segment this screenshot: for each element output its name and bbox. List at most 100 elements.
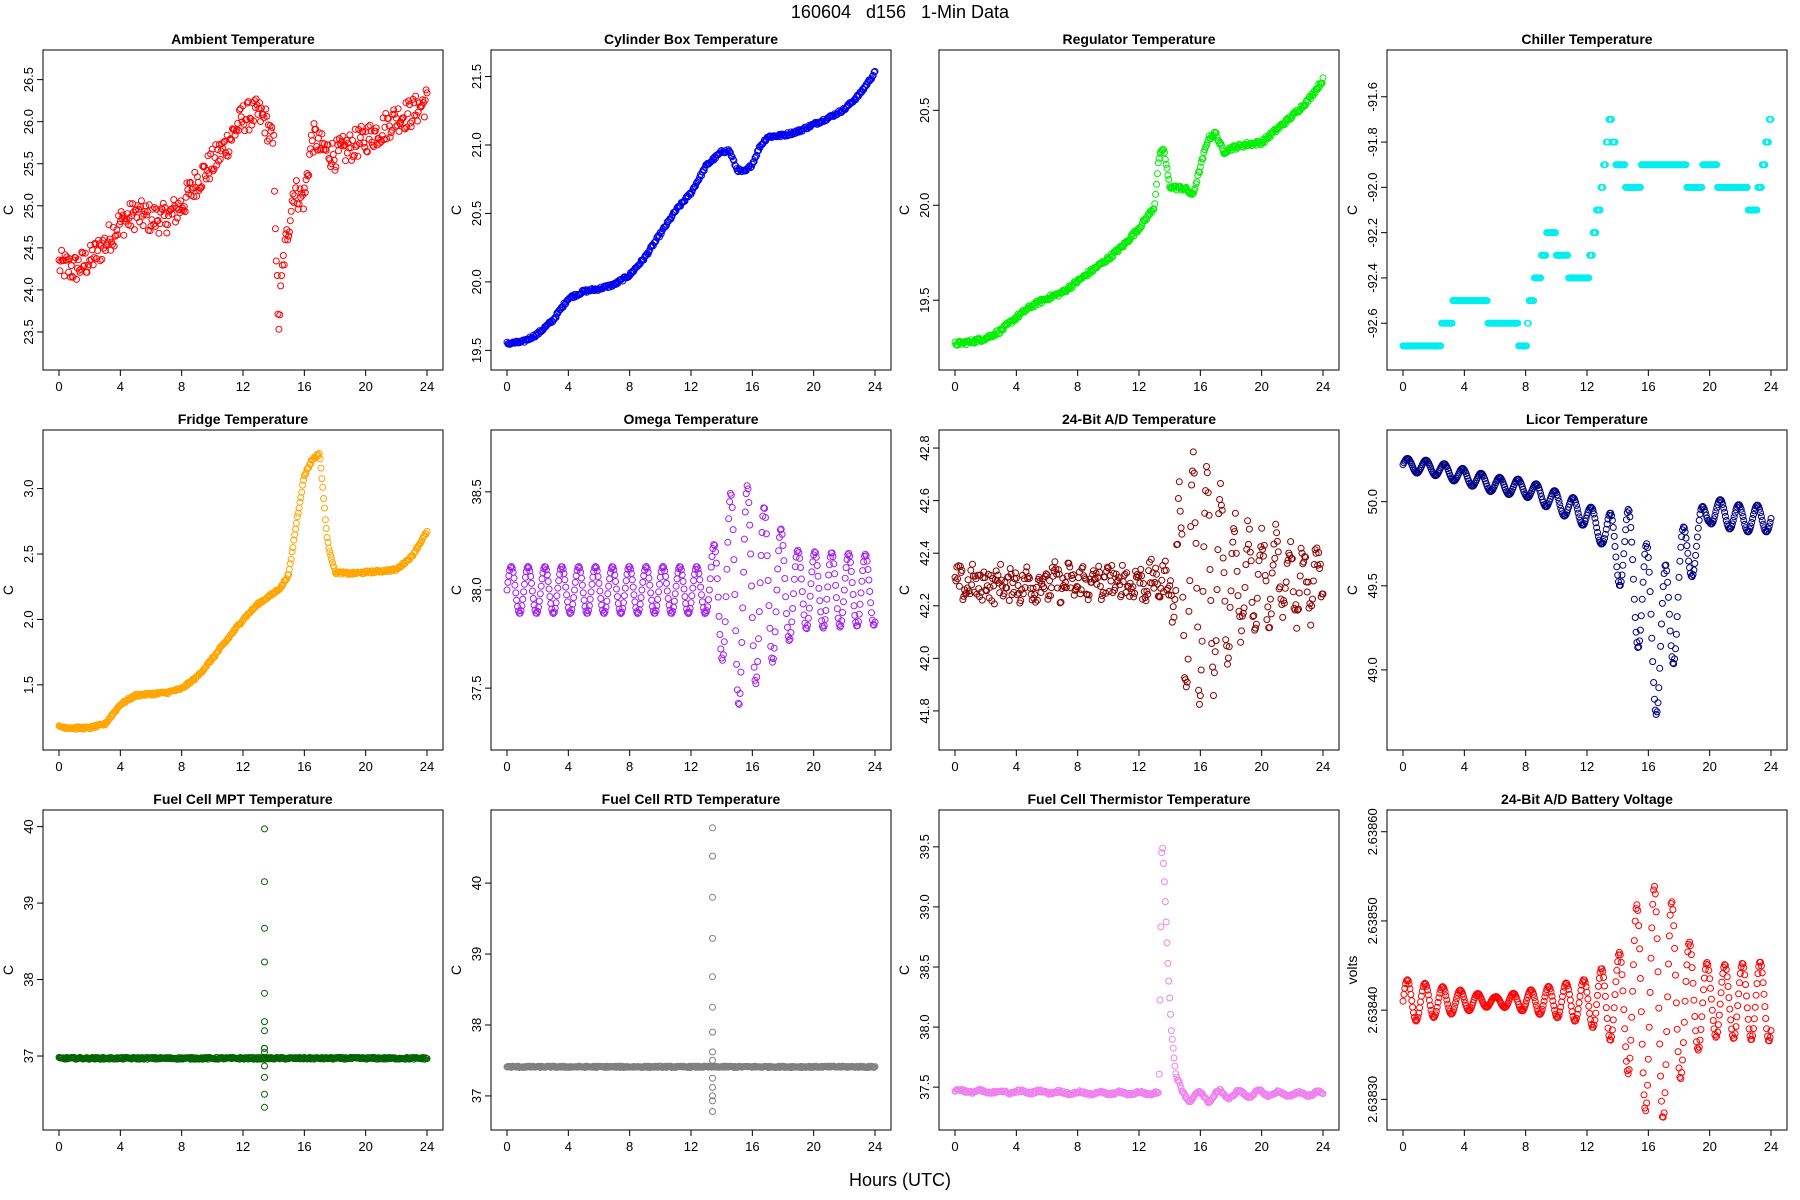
- data-point: [638, 586, 646, 594]
- data-point: [758, 529, 766, 536]
- data-point: [1177, 524, 1185, 532]
- data-point: [273, 272, 281, 279]
- data-point: [1176, 507, 1184, 515]
- data-point: [1069, 571, 1077, 579]
- data-point: [293, 513, 301, 521]
- data-point: [299, 481, 307, 489]
- data-series: [1399, 454, 1775, 718]
- data-point: [1448, 319, 1456, 327]
- data-point: [1684, 549, 1692, 557]
- data-point: [1319, 74, 1327, 82]
- data-point: [1167, 577, 1174, 585]
- plot-frame: [938, 809, 1340, 1131]
- data-point: [1162, 918, 1170, 926]
- data-point: [552, 313, 560, 321]
- data-point: [263, 112, 271, 120]
- data-point: [698, 591, 705, 599]
- data-point: [180, 203, 188, 211]
- data-series: [55, 449, 431, 733]
- data-point: [790, 590, 797, 598]
- y-tick-label: 42.4: [917, 541, 932, 566]
- data-point: [136, 218, 144, 226]
- data-point: [1118, 591, 1125, 599]
- data-point: [717, 645, 725, 653]
- data-point: [1162, 566, 1170, 574]
- data-point: [1209, 663, 1217, 671]
- data-point: [569, 600, 577, 608]
- x-tick-label: 4: [1461, 759, 1468, 774]
- data-point: [145, 201, 153, 209]
- plot-frame: [1386, 429, 1788, 751]
- data-point: [286, 560, 294, 568]
- data-point: [275, 325, 283, 333]
- data-point: [709, 852, 716, 860]
- data-point: [864, 566, 872, 573]
- data-point: [1019, 590, 1027, 598]
- data-point: [322, 525, 330, 532]
- data-point: [1296, 572, 1304, 580]
- data-point: [1003, 584, 1011, 592]
- data-point: [690, 577, 698, 585]
- data-point: [677, 563, 684, 571]
- y-tick-label: 20.5: [469, 201, 484, 226]
- data-point: [329, 151, 337, 158]
- data-point: [330, 156, 338, 164]
- data-point: [225, 148, 233, 156]
- data-point: [332, 163, 340, 171]
- data-point: [1170, 613, 1178, 621]
- data-point: [767, 642, 775, 650]
- data-point: [1187, 523, 1195, 531]
- data-point: [1592, 229, 1600, 237]
- data-point: [292, 519, 300, 527]
- data-point: [783, 610, 790, 618]
- data-point: [1033, 596, 1041, 604]
- data-point: [1182, 683, 1190, 691]
- data-point: [300, 184, 308, 192]
- data-point: [165, 212, 172, 220]
- y-tick-label: 26.5: [21, 67, 36, 92]
- data-point: [797, 575, 805, 583]
- data-series: [55, 86, 431, 333]
- x-tick-label: 0: [55, 1139, 62, 1154]
- data-point: [1259, 545, 1266, 553]
- data-point: [289, 190, 297, 198]
- data-point: [259, 111, 267, 119]
- data-point: [1014, 582, 1022, 589]
- y-tick-label: 40: [469, 876, 484, 890]
- data-point: [520, 588, 528, 596]
- data-point: [261, 1103, 268, 1111]
- data-point: [1721, 508, 1729, 516]
- data-point: [545, 585, 553, 593]
- x-tick-label: 24: [1316, 759, 1330, 774]
- data-point: [206, 175, 214, 183]
- data-point: [840, 105, 847, 112]
- data-point: [585, 607, 592, 615]
- data-point: [752, 680, 760, 688]
- data-point: [1041, 296, 1049, 304]
- data-point: [1654, 699, 1662, 707]
- data-point: [130, 226, 138, 234]
- data-point: [127, 222, 135, 230]
- data-point: [597, 595, 605, 602]
- data-point: [634, 609, 642, 617]
- data-point: [1204, 489, 1212, 497]
- figure-title: 160604 d156 1-Min Data: [790, 2, 1010, 22]
- data-point: [792, 553, 800, 561]
- y-tick-label: 37.5: [469, 675, 484, 700]
- data-point: [290, 536, 298, 544]
- data-point: [243, 116, 250, 124]
- data-point: [785, 637, 793, 644]
- chart-title: Fuel Cell RTD Temperature: [602, 791, 781, 807]
- data-point: [1142, 597, 1150, 605]
- data-point: [1599, 183, 1607, 191]
- data-point: [623, 570, 631, 578]
- x-tick-label: 16: [297, 759, 311, 774]
- x-tick-label: 12: [236, 1139, 250, 1154]
- x-tick-label: 24: [1764, 759, 1778, 774]
- data-point: [1118, 561, 1126, 569]
- data-point: [748, 614, 756, 622]
- data-point: [164, 221, 172, 229]
- data-point: [1753, 206, 1761, 214]
- data-point: [753, 151, 761, 159]
